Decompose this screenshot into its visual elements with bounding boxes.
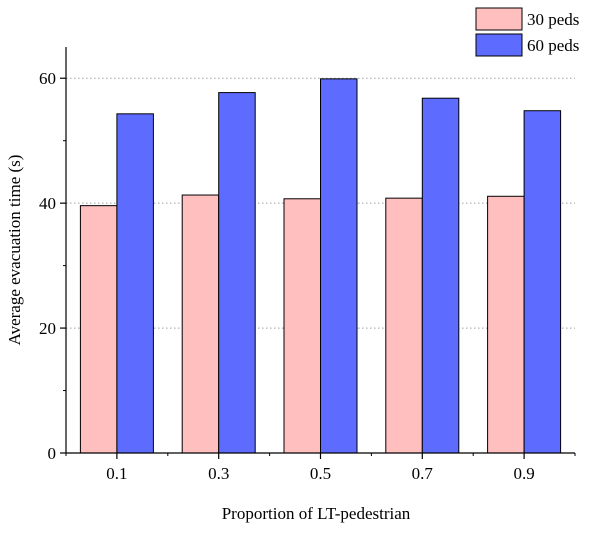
x-tick-label-0.7: 0.7 [412,464,434,483]
bar-30-peds-0.9 [487,195,525,454]
bar-60-peds-0.1 [116,113,154,454]
y-tick-label-0: 0 [48,444,57,463]
bar-30-peds-0.3 [181,194,220,454]
bars [79,78,562,454]
x-tick-label-0.1: 0.1 [106,464,127,483]
bar-60-peds-0.5 [320,78,358,454]
legend-label-30-peds: 30 peds [527,10,579,29]
bar-30-peds-0.1 [79,205,118,454]
bar-30-peds-0.7 [385,197,423,454]
axis-ticks: 0 20 40 60 0.1 0.3 0.5 0.7 0.9 [39,69,576,483]
legend: 30 peds 60 peds [475,7,579,57]
bar-60-peds-0.7 [421,97,460,454]
x-tick-label-0.3: 0.3 [208,464,229,483]
y-axis-title: Average evacuation time (s) [5,155,24,346]
legend-swatch-60-peds [475,33,523,57]
x-tick-label-0.5: 0.5 [310,464,331,483]
legend-label-60-peds: 60 peds [527,36,579,55]
bar-60-peds-0.3 [218,92,256,454]
bar-60-peds-0.9 [523,110,562,454]
y-tick-label-40: 40 [39,194,56,213]
legend-swatch-30-peds [475,7,523,31]
y-tick-label-60: 60 [39,69,56,88]
x-tick-label-0.9: 0.9 [513,464,534,483]
x-axis-title: Proportion of LT-pedestrian [222,504,411,523]
y-tick-label-20: 20 [39,319,56,338]
bar-30-peds-0.5 [283,198,321,454]
